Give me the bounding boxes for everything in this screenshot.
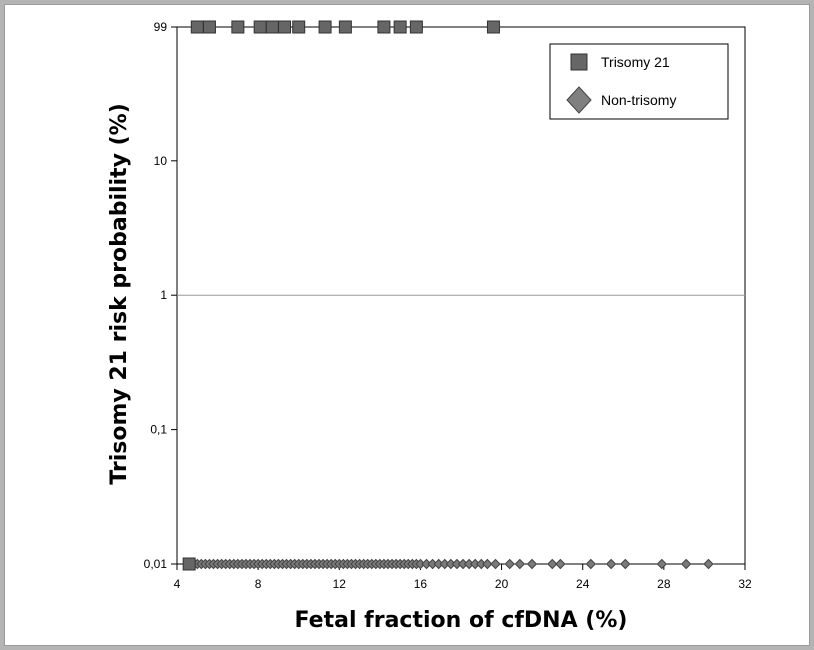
trisomy-21-point	[318, 20, 332, 34]
non-trisomy-point	[680, 558, 692, 570]
x-tick-label: 32	[738, 577, 752, 591]
trisomy-21-point	[278, 20, 292, 34]
trisomy-21-point	[253, 20, 267, 34]
trisomy-21-point	[292, 20, 306, 34]
non-trisomy-point	[514, 558, 526, 570]
legend-label-trisomy-21: Trisomy 21	[601, 54, 670, 70]
legend: Trisomy 21 Non-trisomy	[549, 43, 729, 120]
y-tick-label: 0,1	[150, 423, 167, 437]
non-trisomy-point	[656, 558, 668, 570]
trisomy-21-point	[377, 20, 391, 34]
trisomy-21-point	[202, 20, 216, 34]
trisomy-21-point	[190, 20, 204, 34]
trisomy-21-point	[486, 20, 500, 34]
x-tick-label: 12	[333, 577, 347, 591]
x-axis-title: Fetal fraction of cfDNA (%)	[295, 608, 628, 633]
x-tick-label: 4	[174, 577, 181, 591]
non-trisomy-point	[555, 558, 566, 570]
x-tick-label: 20	[495, 577, 509, 591]
non-trisomy-point	[526, 558, 538, 570]
non-trisomy-point	[490, 558, 501, 570]
trisomy-21-point	[231, 20, 245, 34]
non-trisomy-point	[605, 558, 617, 570]
y-tick-label: 99	[154, 20, 168, 34]
trisomy-21-point	[182, 557, 196, 571]
y-tick-label: 10	[154, 154, 168, 168]
x-tick-label: 28	[657, 577, 671, 591]
legend-marker-trisomy-21	[570, 53, 588, 71]
series-trisomy-21	[182, 20, 500, 571]
legend-marker-non-trisomy	[566, 86, 592, 114]
non-trisomy-point	[585, 558, 597, 570]
x-tick-label: 16	[414, 577, 428, 591]
non-trisomy-point	[547, 558, 558, 570]
series-non-trisomy	[192, 558, 714, 570]
non-trisomy-point	[482, 558, 493, 570]
trisomy-21-point	[409, 20, 423, 34]
y-axis-ticks: 0,01 0,1 1 10 99	[144, 20, 177, 571]
non-trisomy-point	[703, 558, 714, 570]
y-tick-label: 0,01	[144, 557, 168, 571]
trisomy-21-point	[265, 20, 279, 34]
y-tick-label: 1	[160, 288, 167, 302]
legend-label-non-trisomy: Non-trisomy	[601, 92, 676, 108]
trisomy-21-point	[393, 20, 407, 34]
x-tick-label: 8	[255, 577, 262, 591]
trisomy-21-point	[338, 20, 352, 34]
y-axis-title: Trisomy 21 risk probability (%)	[107, 103, 132, 485]
non-trisomy-point	[504, 558, 515, 570]
non-trisomy-point	[620, 558, 631, 570]
x-tick-label: 24	[576, 577, 590, 591]
